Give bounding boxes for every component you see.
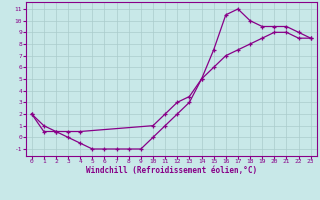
X-axis label: Windchill (Refroidissement éolien,°C): Windchill (Refroidissement éolien,°C) bbox=[86, 166, 257, 175]
